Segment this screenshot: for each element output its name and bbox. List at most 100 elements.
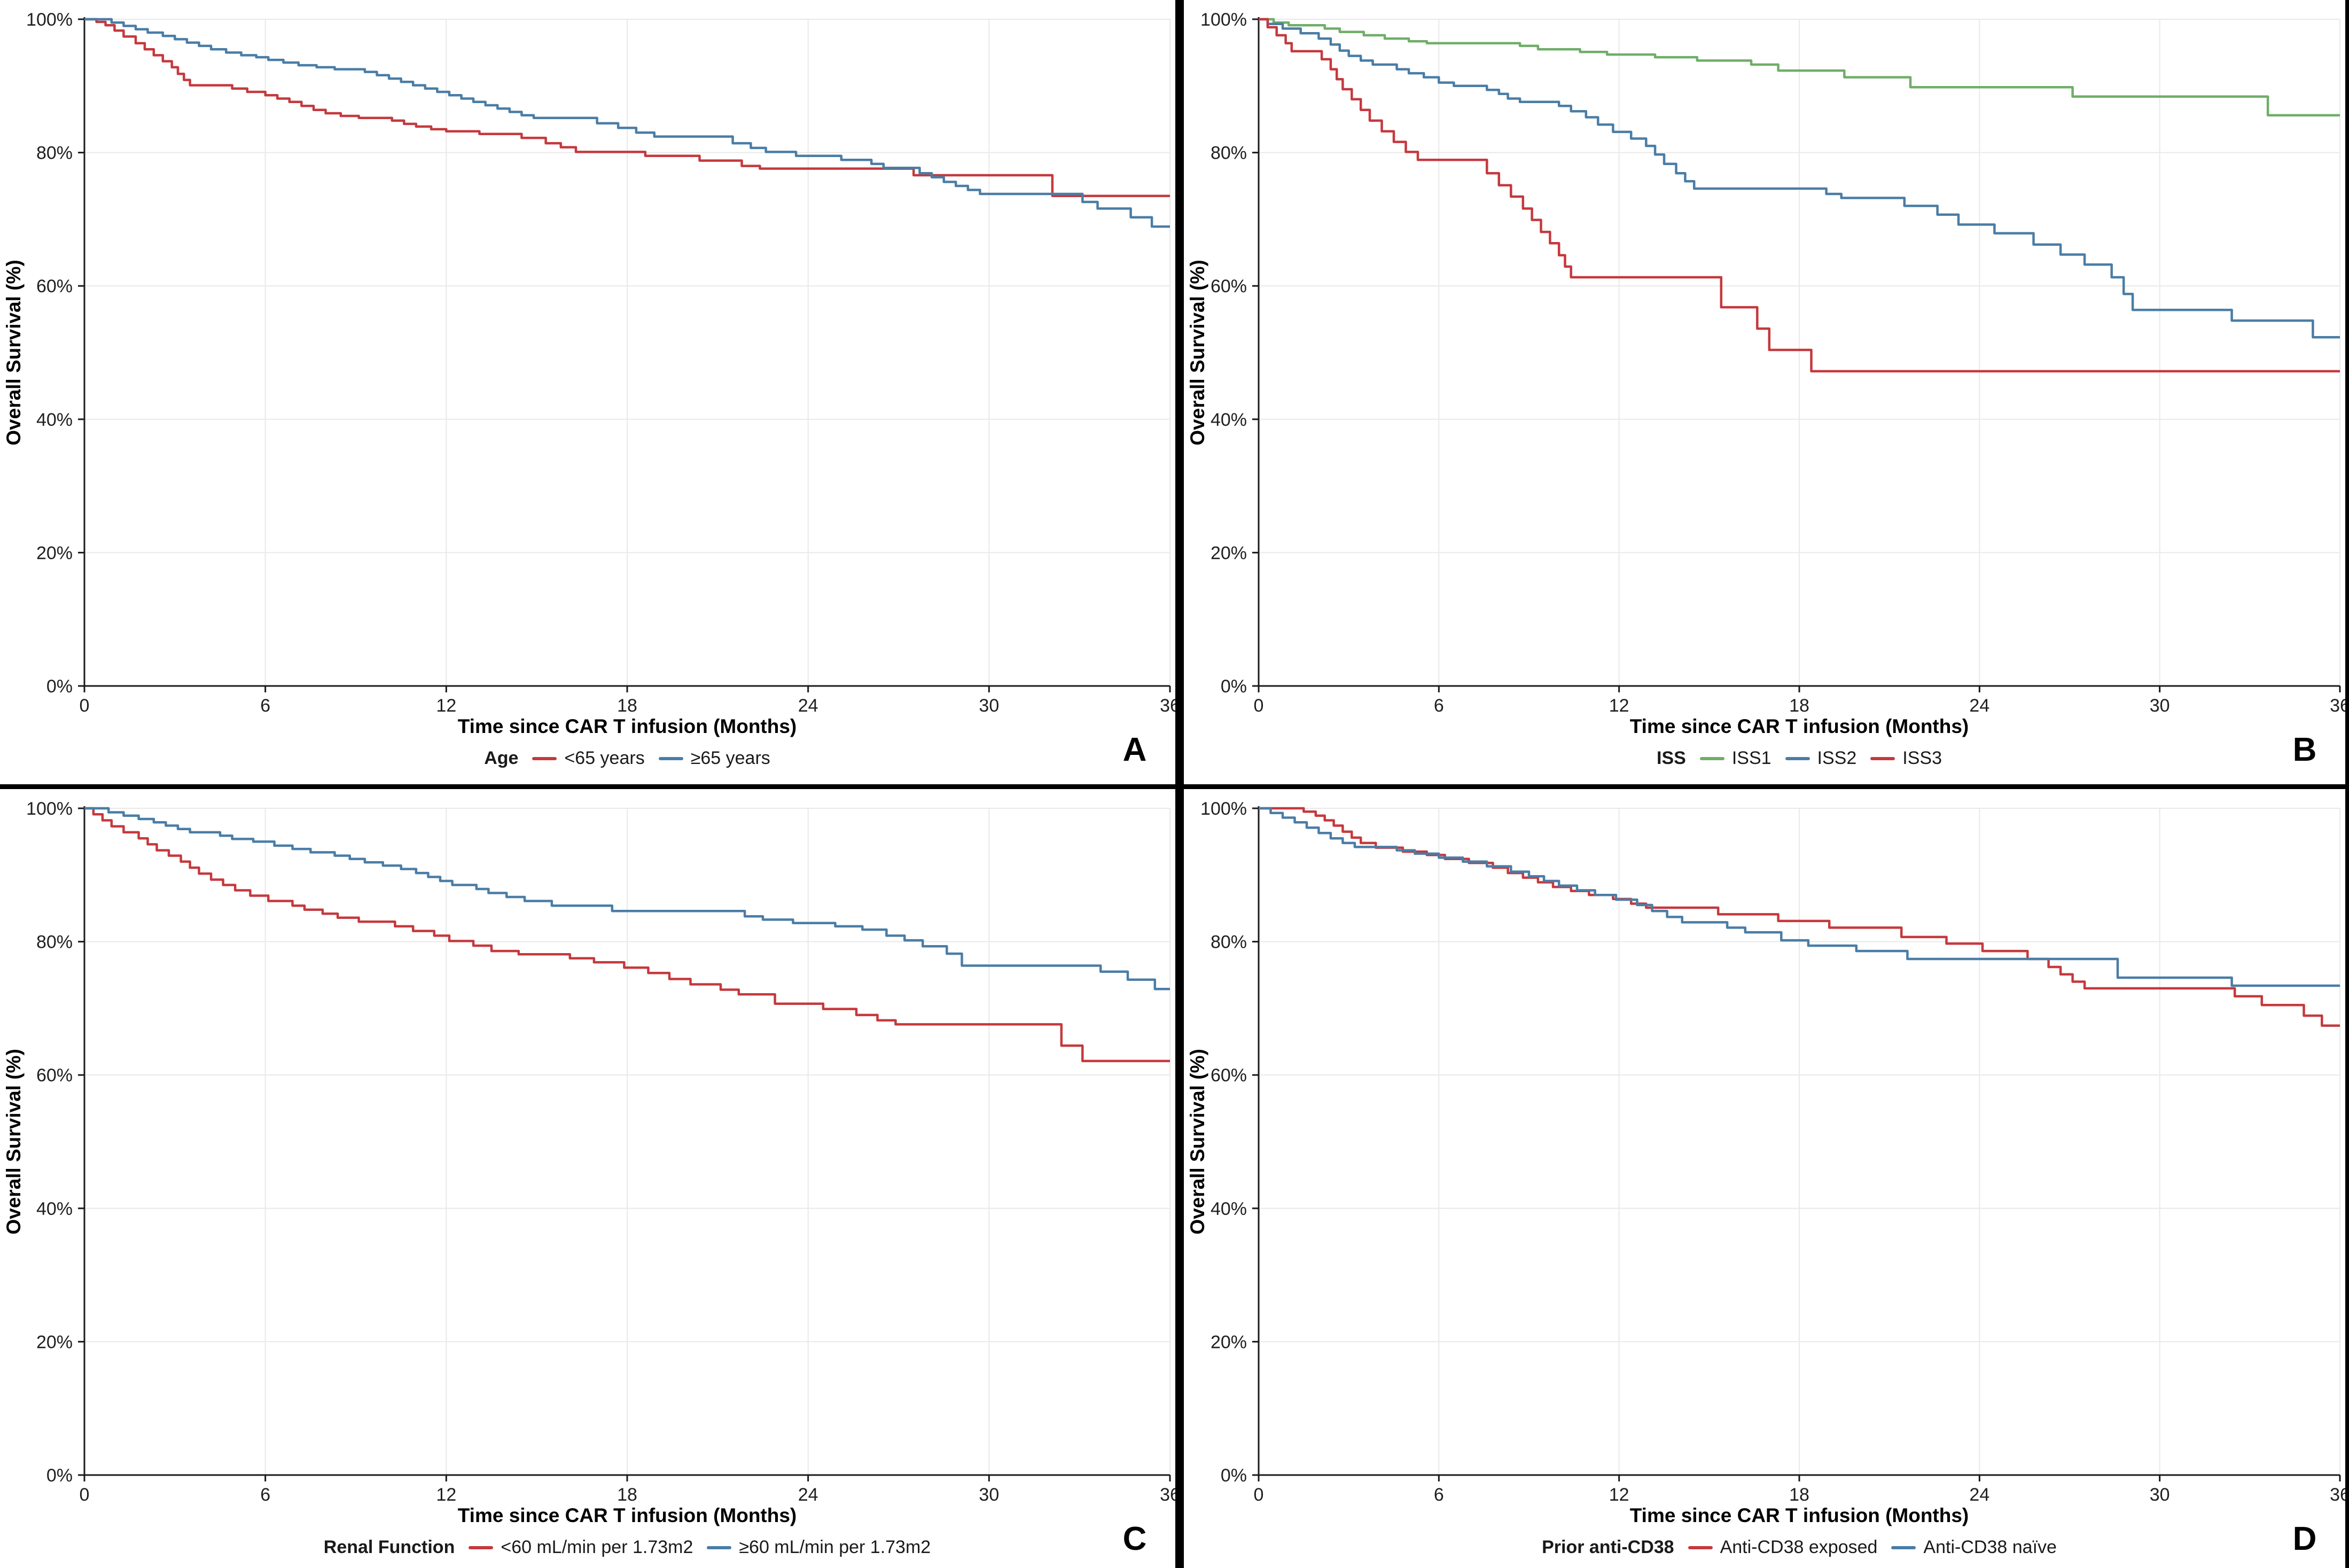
y-tick-label: 60% xyxy=(36,1065,73,1086)
y-axis-title: Overall Survival (%) xyxy=(1187,1049,1208,1235)
legend-item: ≥60 mL/min per 1.73m2 xyxy=(707,1537,931,1558)
y-tick-label: 0% xyxy=(46,676,73,697)
y-tick-label: 40% xyxy=(36,1199,73,1219)
survival-curve-iss1 xyxy=(1259,18,2340,116)
x-tick-label: 30 xyxy=(2150,1485,2170,1505)
legend-label: ≥65 years xyxy=(690,748,770,768)
x-tick-label: 18 xyxy=(1789,1485,1809,1505)
y-tick-label: 60% xyxy=(36,276,73,297)
legend-swatch-green xyxy=(1699,756,1724,760)
x-tick-label: 30 xyxy=(979,696,999,716)
x-tick-label: 36 xyxy=(1160,696,1175,716)
y-tick-label: 40% xyxy=(1211,1199,1247,1219)
x-tick-label: 0 xyxy=(80,696,90,716)
gridlines xyxy=(84,808,1170,1475)
legend-item: <60 mL/min per 1.73m2 xyxy=(469,1537,693,1558)
survival-curve-iss2 xyxy=(1259,18,2340,339)
legend-swatch-red xyxy=(1688,1546,1713,1549)
y-tick-label: 100% xyxy=(1200,10,1247,30)
survival-curve--60-ml-min-per-1-73m2 xyxy=(84,807,1170,990)
x-tick-label: 30 xyxy=(979,1485,999,1505)
legend-title: Renal Function xyxy=(323,1537,455,1557)
panel-c-chart: 0% 20% 40% 60% 80% 100% 0 6 12 18 24 30 36 Time since… xyxy=(3,799,1175,1557)
x-tick-label: 24 xyxy=(1969,1485,1989,1505)
y-tick-label: 0% xyxy=(1221,1465,1247,1486)
y-tick-label: 40% xyxy=(1211,410,1247,430)
y-tick-label: 100% xyxy=(26,10,73,30)
y-tick-label: 80% xyxy=(1211,932,1247,953)
x-tick-label: 24 xyxy=(1969,696,1989,716)
panel-d: 0% 20% 40% 60% 80% 100% 0 6 12 18 24 30 36 Time since… xyxy=(1184,789,2349,1568)
axes: 0%20%40%60%80%100%0 6 12 18 24 30 36 xyxy=(26,799,1175,1505)
y-tick-label: 60% xyxy=(1211,276,1247,297)
legend-label: ≥60 mL/min per 1.73m2 xyxy=(739,1537,931,1557)
panel-a-chart: 0% 20% 40% 60% 80% 100% 0 6 12 18 24 30 36 Time since… xyxy=(3,10,1175,768)
divider-right-edge xyxy=(2345,0,2349,1568)
legend-a: Age <65 years ≥65 years xyxy=(84,748,1170,769)
legend-item: Anti-CD38 exposed xyxy=(1688,1537,1878,1558)
divider-horizontal xyxy=(0,784,2349,789)
y-axis-title: Overall Survival (%) xyxy=(3,260,25,446)
x-tick-label: 18 xyxy=(617,696,637,716)
y-tick-label: 100% xyxy=(26,799,73,819)
legend-label: ISS2 xyxy=(1817,748,1857,768)
x-axis-title: Time since CAR T infusion (Months) xyxy=(458,715,797,737)
x-tick-label: 6 xyxy=(260,696,270,716)
legend-title: Prior anti-CD38 xyxy=(1542,1537,1674,1557)
y-tick-label: 80% xyxy=(36,932,73,953)
legend-label: <60 mL/min per 1.73m2 xyxy=(501,1537,693,1557)
y-tick-label: 40% xyxy=(36,410,73,430)
x-tick-label: 24 xyxy=(798,1485,818,1505)
x-axis-title: Time since CAR T infusion (Months) xyxy=(458,1504,797,1526)
legend-item: Anti-CD38 naïve xyxy=(1891,1537,2057,1558)
survival-curve--60-ml-min-per-1-73m2 xyxy=(84,807,1170,1063)
gridlines xyxy=(1259,19,2340,686)
legend-label: ISS1 xyxy=(1731,748,1771,768)
x-tick-label: 18 xyxy=(617,1485,637,1505)
legend-label: Anti-CD38 exposed xyxy=(1720,1537,1878,1557)
legend-label: <65 years xyxy=(564,748,645,768)
legend-swatch-red xyxy=(469,1546,494,1549)
x-axis-title: Time since CAR T infusion (Months) xyxy=(1630,1504,1969,1526)
survival-curve--65-years xyxy=(84,18,1170,197)
panel-letter-c: C xyxy=(1123,1520,1147,1557)
legend-swatch-red xyxy=(1870,756,1895,760)
y-tick-label: 80% xyxy=(36,143,73,163)
y-tick-label: 20% xyxy=(1211,1332,1247,1352)
legend-swatch-blue xyxy=(658,756,683,760)
legend-item: ISS3 xyxy=(1870,748,1942,769)
legend-item: <65 years xyxy=(532,748,645,769)
x-tick-label: 12 xyxy=(1609,1485,1629,1505)
panel-letter-b: B xyxy=(2293,731,2317,768)
survival-curve-anti-cd38-na-ve xyxy=(1259,807,2340,987)
x-tick-label: 0 xyxy=(1254,1485,1264,1505)
y-tick-label: 20% xyxy=(36,1332,73,1352)
legend-swatch-red xyxy=(532,756,557,760)
legend-label: ISS3 xyxy=(1902,748,1942,768)
axes: 0%20%40%60%80%100%0 6 12 18 24 30 36 xyxy=(26,10,1175,716)
legend-d: Prior anti-CD38 Anti-CD38 exposed Anti-CD3… xyxy=(1259,1537,2340,1558)
legend-title: Age xyxy=(484,748,519,768)
divider-vertical xyxy=(1175,0,1184,1568)
axes: 0%20%40%60%80%100%0 6 12 18 24 30 36 xyxy=(1200,10,2349,716)
y-axis-title: Overall Survival (%) xyxy=(1187,260,1208,446)
x-tick-label: 24 xyxy=(798,696,818,716)
panel-letter-d: D xyxy=(2293,1520,2317,1557)
gridlines xyxy=(84,19,1170,686)
legend-swatch-blue xyxy=(707,1546,732,1549)
panel-a: 0% 20% 40% 60% 80% 100% 0 6 12 18 24 30 36 Time since… xyxy=(0,0,1175,784)
x-tick-label: 6 xyxy=(260,1485,270,1505)
legend-item: ISS1 xyxy=(1699,748,1771,769)
legend-item: ISS2 xyxy=(1785,748,1857,769)
x-tick-label: 18 xyxy=(1789,696,1809,716)
survival-curve-anti-cd38-exposed xyxy=(1259,807,2340,1027)
x-tick-label: 12 xyxy=(1609,696,1629,716)
legend-swatch-blue xyxy=(1785,756,1810,760)
y-tick-label: 0% xyxy=(1221,676,1247,697)
survival-curve--65-years xyxy=(84,18,1170,228)
y-tick-label: 100% xyxy=(1200,799,1247,819)
legend-b: ISS ISS1 ISS2 ISS3 xyxy=(1259,748,2340,769)
y-tick-label: 60% xyxy=(1211,1065,1247,1086)
survival-curve-iss3 xyxy=(1259,18,2340,373)
